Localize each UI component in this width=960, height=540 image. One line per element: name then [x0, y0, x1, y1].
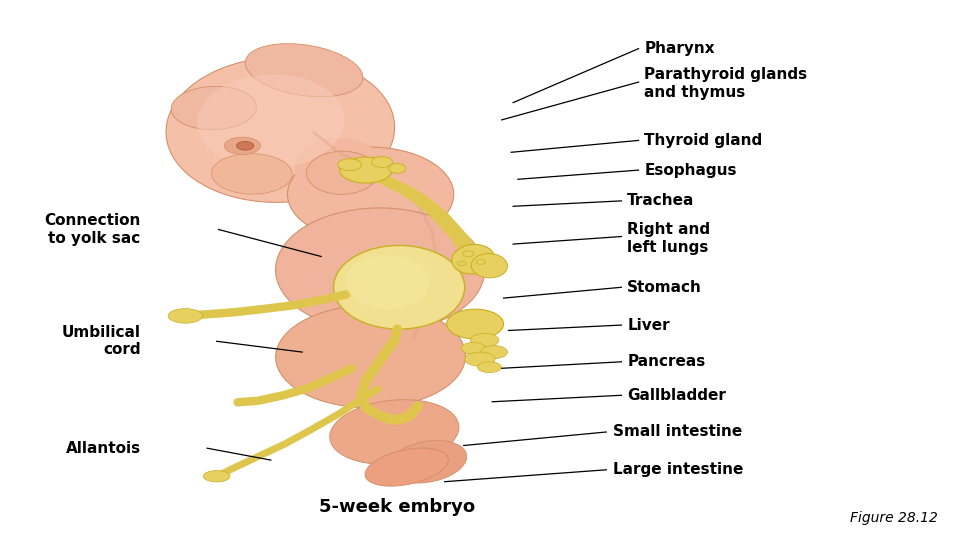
Ellipse shape	[171, 86, 256, 130]
Ellipse shape	[306, 151, 377, 194]
Text: Pancreas: Pancreas	[627, 354, 706, 369]
Text: Liver: Liver	[627, 318, 670, 333]
Text: Gallbladder: Gallbladder	[627, 388, 726, 403]
Ellipse shape	[276, 305, 466, 408]
Ellipse shape	[345, 255, 430, 309]
Ellipse shape	[452, 245, 494, 274]
Text: Figure 28.12: Figure 28.12	[851, 511, 938, 525]
Ellipse shape	[462, 342, 485, 354]
Ellipse shape	[168, 309, 203, 323]
Ellipse shape	[476, 259, 486, 264]
Ellipse shape	[365, 448, 448, 486]
Text: Allantois: Allantois	[65, 441, 140, 456]
Text: Connection
to yolk sac: Connection to yolk sac	[44, 213, 140, 246]
Text: Small intestine: Small intestine	[612, 424, 742, 440]
Text: Large intestine: Large intestine	[612, 462, 743, 477]
Ellipse shape	[389, 164, 406, 173]
Ellipse shape	[330, 400, 459, 464]
Ellipse shape	[463, 251, 474, 256]
Ellipse shape	[236, 141, 253, 150]
Ellipse shape	[389, 441, 467, 483]
Text: Parathyroid glands
and thymus: Parathyroid glands and thymus	[644, 68, 807, 100]
Ellipse shape	[470, 333, 499, 347]
Text: Trachea: Trachea	[627, 193, 694, 208]
Ellipse shape	[166, 57, 395, 202]
Ellipse shape	[287, 147, 454, 241]
Text: Stomach: Stomach	[627, 280, 702, 295]
Ellipse shape	[340, 157, 392, 183]
Text: Pharynx: Pharynx	[644, 41, 715, 56]
Ellipse shape	[471, 254, 508, 278]
Ellipse shape	[458, 261, 467, 266]
Ellipse shape	[295, 138, 380, 197]
Ellipse shape	[197, 75, 345, 168]
Ellipse shape	[333, 245, 465, 329]
Text: Esophagus: Esophagus	[644, 163, 736, 178]
Ellipse shape	[446, 309, 504, 339]
Ellipse shape	[204, 470, 230, 482]
Ellipse shape	[465, 352, 495, 366]
Ellipse shape	[481, 346, 508, 359]
Ellipse shape	[338, 159, 362, 171]
Text: 5-week embryo: 5-week embryo	[319, 497, 475, 516]
Ellipse shape	[225, 137, 260, 154]
Ellipse shape	[372, 157, 393, 167]
Ellipse shape	[245, 44, 363, 97]
Ellipse shape	[276, 208, 485, 332]
Text: Umbilical
cord: Umbilical cord	[61, 325, 140, 357]
Ellipse shape	[477, 362, 501, 373]
Text: Thyroid gland: Thyroid gland	[644, 133, 762, 148]
Ellipse shape	[211, 153, 292, 194]
Text: Right and
left lungs: Right and left lungs	[627, 222, 710, 255]
